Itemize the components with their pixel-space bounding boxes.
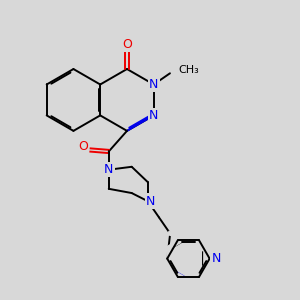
Text: N: N [104, 163, 113, 176]
Text: N: N [146, 195, 155, 208]
Text: O: O [78, 140, 88, 153]
Text: CH₃: CH₃ [179, 65, 200, 75]
Text: N: N [149, 109, 158, 122]
Text: O: O [122, 38, 132, 51]
Text: N: N [149, 78, 158, 91]
Text: N: N [212, 252, 221, 265]
